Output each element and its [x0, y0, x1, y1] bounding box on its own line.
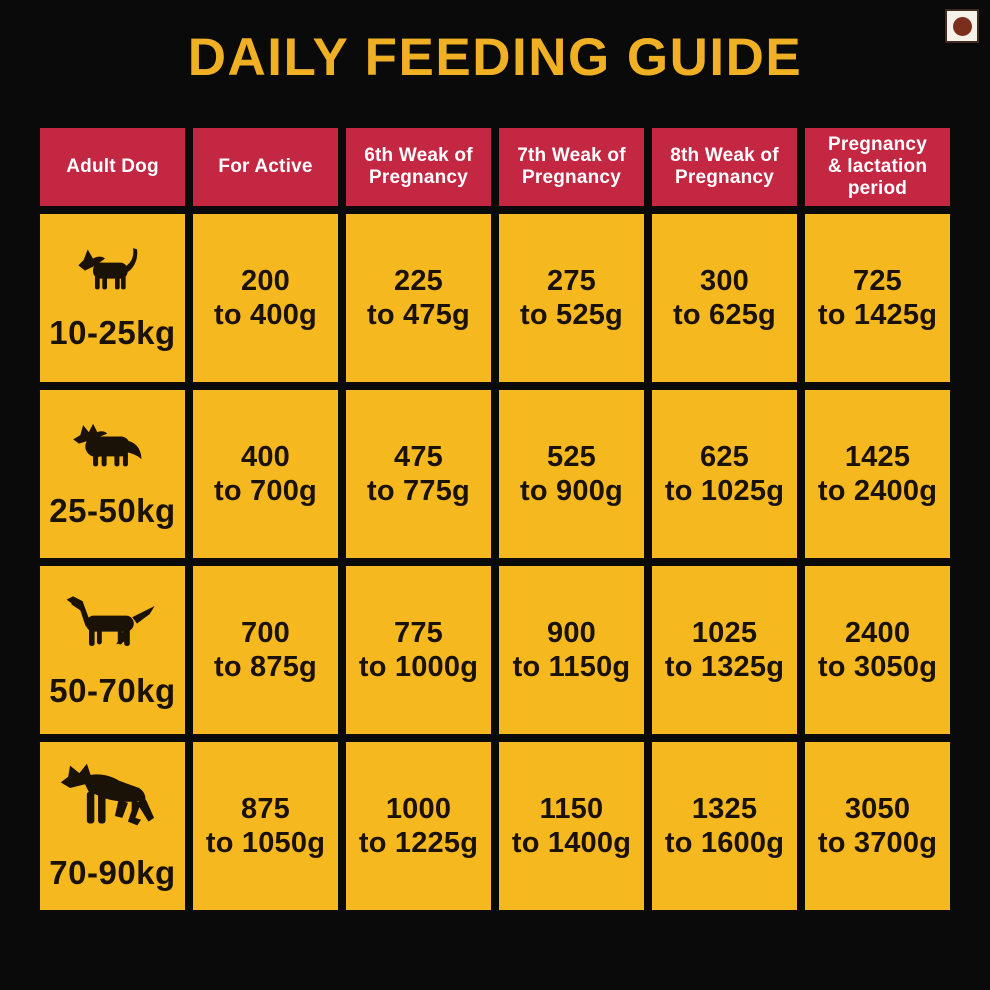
weight-cell: 10-25kg — [40, 214, 185, 382]
column-header: 7th Weak of Pregnancy — [499, 128, 644, 206]
amount-cell: 1425 to 2400g — [805, 390, 950, 558]
weight-label: 25-50kg — [49, 491, 176, 529]
column-header: For Active — [193, 128, 338, 206]
column-header: Adult Dog — [40, 128, 185, 206]
amount-cell: 475 to 775g — [346, 390, 491, 558]
non-veg-dot-icon — [952, 16, 972, 36]
amount-cell: 875 to 1050g — [193, 742, 338, 910]
amount-cell: 775 to 1000g — [346, 566, 491, 734]
feeding-table: Adult Dog For Active 6th Weak of Pregnancy… — [40, 128, 950, 910]
amount-cell: 1150 to 1400g — [499, 742, 644, 910]
weight-label: 70-90kg — [49, 853, 176, 891]
amount-cell: 1000 to 1225g — [346, 742, 491, 910]
amount-cell: 200 to 400g — [193, 214, 338, 382]
column-header: 6th Weak of Pregnancy — [346, 128, 491, 206]
amount-cell: 400 to 700g — [193, 390, 338, 558]
amount-cell: 275 to 525g — [499, 214, 644, 382]
amount-cell: 900 to 1150g — [499, 566, 644, 734]
collie-dog-icon — [66, 418, 160, 482]
weight-label: 10-25kg — [49, 313, 176, 351]
amount-cell: 725 to 1425g — [805, 214, 950, 382]
amount-cell: 225 to 475g — [346, 214, 491, 382]
shepherd-dog-icon — [55, 760, 171, 844]
amount-cell: 625 to 1025g — [652, 390, 797, 558]
amount-cell: 1325 to 1600g — [652, 742, 797, 910]
amount-cell: 700 to 875g — [193, 566, 338, 734]
weight-cell: 50-70kg — [40, 566, 185, 734]
terrier-dog-icon — [71, 244, 155, 304]
amount-cell: 3050 to 3700g — [805, 742, 950, 910]
amount-cell: 2400 to 3050g — [805, 566, 950, 734]
setter-dog-icon — [60, 590, 166, 662]
amount-cell: 300 to 625g — [652, 214, 797, 382]
amount-cell: 525 to 900g — [499, 390, 644, 558]
weight-cell: 70-90kg — [40, 742, 185, 910]
non-veg-mark — [945, 9, 979, 43]
weight-label: 50-70kg — [49, 671, 176, 709]
amount-cell: 1025 to 1325g — [652, 566, 797, 734]
weight-cell: 25-50kg — [40, 390, 185, 558]
page-title: DAILY FEEDING GUIDE — [187, 28, 803, 87]
column-header: 8th Weak of Pregnancy — [652, 128, 797, 206]
column-header: Pregnancy & lactation period — [805, 128, 950, 206]
